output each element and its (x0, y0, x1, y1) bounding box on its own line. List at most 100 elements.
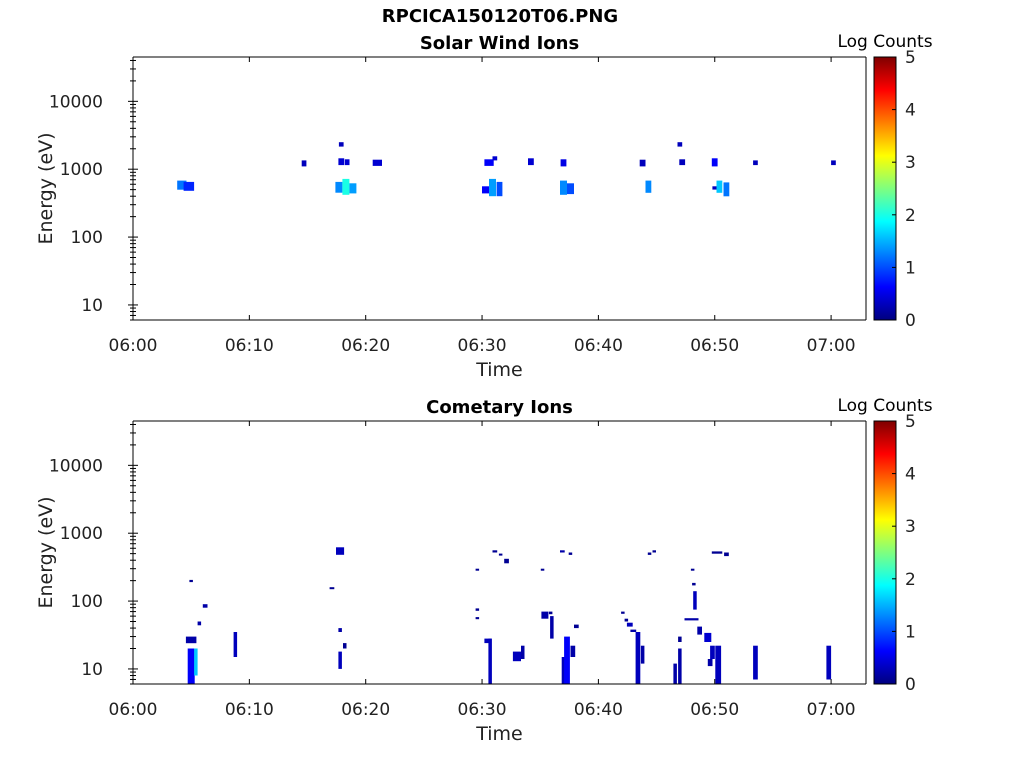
y-axis-label: Energy (eV) (35, 496, 57, 608)
data-cell (233, 632, 238, 657)
data-cell (639, 159, 646, 167)
data-cell (645, 180, 652, 193)
x-tick-label: 06:40 (574, 700, 623, 720)
x-tick-label: 06:00 (109, 336, 158, 356)
data-cell (336, 547, 345, 555)
data-cell (621, 611, 625, 614)
data-cell (343, 643, 347, 649)
colorbar-label: Log Counts (837, 32, 932, 52)
colorbar-tick-label: 2 (905, 206, 916, 226)
data-cell (482, 186, 489, 194)
data-cell (630, 629, 637, 632)
data-cell (194, 648, 198, 676)
data-cell (715, 645, 722, 684)
data-cell (541, 611, 549, 619)
data-cell (568, 552, 573, 555)
data-cell (475, 617, 480, 620)
data-cell (504, 558, 509, 564)
colorbar-tick-label: 5 (905, 412, 916, 432)
x-tick-label: 07:00 (807, 336, 856, 356)
data-cell (329, 587, 335, 590)
y-tick-label: 1000 (60, 524, 103, 544)
data-cell (753, 645, 758, 680)
y-tick-label: 100 (71, 228, 103, 248)
data-cell (372, 159, 382, 166)
data-cell (492, 550, 498, 553)
data-cell (338, 158, 345, 166)
data-cell (704, 632, 712, 642)
figure-title: RPCICA150120T06.PNG (381, 6, 619, 27)
data-cell (496, 181, 503, 197)
data-cell (475, 608, 480, 611)
data-cell (560, 159, 567, 167)
colorbar-label: Log Counts (837, 396, 932, 416)
panel-title: Solar Wind Ions (420, 33, 579, 54)
colorbar-tick-label: 3 (905, 517, 916, 537)
data-cell (693, 591, 697, 610)
data-cell (707, 659, 713, 667)
colorbar-tick-label: 4 (905, 101, 916, 121)
colorbar-tick-label: 1 (905, 622, 916, 642)
data-cell (528, 158, 534, 166)
data-cell (548, 611, 553, 615)
x-tick-label: 06:50 (690, 336, 739, 356)
data-cell (678, 648, 682, 684)
data-cell (489, 178, 496, 197)
data-cell (512, 651, 521, 662)
data-cell (550, 616, 554, 639)
data-cell (301, 160, 307, 167)
y-tick-label: 10 (81, 296, 103, 316)
colorbar-tick-label: 3 (905, 153, 916, 173)
data-cell (711, 551, 723, 554)
data-cell (710, 645, 715, 659)
data-cell (711, 158, 718, 167)
data-cell (567, 183, 574, 195)
y-tick-label: 100 (71, 592, 103, 612)
data-cell (635, 632, 641, 684)
colorbar-tick-label: 4 (905, 465, 916, 485)
data-cell (189, 579, 193, 583)
x-tick-label: 06:20 (341, 700, 390, 720)
data-cell (338, 651, 342, 669)
data-cell (177, 180, 187, 190)
data-cell (187, 648, 195, 684)
data-cell (831, 160, 836, 166)
data-cell (724, 552, 729, 557)
data-cell (335, 181, 343, 193)
data-cell (684, 618, 699, 621)
data-cell (690, 568, 695, 571)
data-cell (679, 159, 686, 166)
colorbar-tick-label: 0 (905, 675, 916, 695)
x-tick-label: 06:40 (574, 336, 623, 356)
colorbar (873, 420, 897, 685)
x-tick-label: 07:00 (807, 700, 856, 720)
x-tick-label: 06:20 (341, 336, 390, 356)
y-axis-label: Energy (eV) (35, 132, 57, 244)
data-cell (521, 645, 525, 659)
data-cell (826, 645, 832, 680)
x-tick-label: 06:10 (225, 700, 274, 720)
data-cell (540, 568, 545, 571)
x-tick-label: 06:50 (690, 700, 739, 720)
data-cell (652, 550, 656, 553)
data-cell (197, 621, 202, 626)
data-cell (344, 159, 350, 166)
data-cell (570, 645, 576, 657)
colorbar (873, 56, 897, 321)
x-axis-label: Time (475, 723, 523, 745)
colorbar-tick-label: 1 (905, 258, 916, 278)
data-cell (484, 159, 494, 166)
x-tick-label: 06:30 (458, 336, 507, 356)
data-cell (723, 182, 730, 197)
data-cell (678, 636, 682, 642)
panel-title: Cometary Ions (426, 397, 573, 418)
data-cell (697, 626, 702, 635)
colorbar-tick-label: 5 (905, 48, 916, 68)
data-cell (349, 183, 357, 194)
data-cell (492, 156, 498, 161)
x-tick-label: 06:00 (109, 700, 158, 720)
data-cell (560, 180, 567, 195)
data-cell (574, 624, 579, 629)
